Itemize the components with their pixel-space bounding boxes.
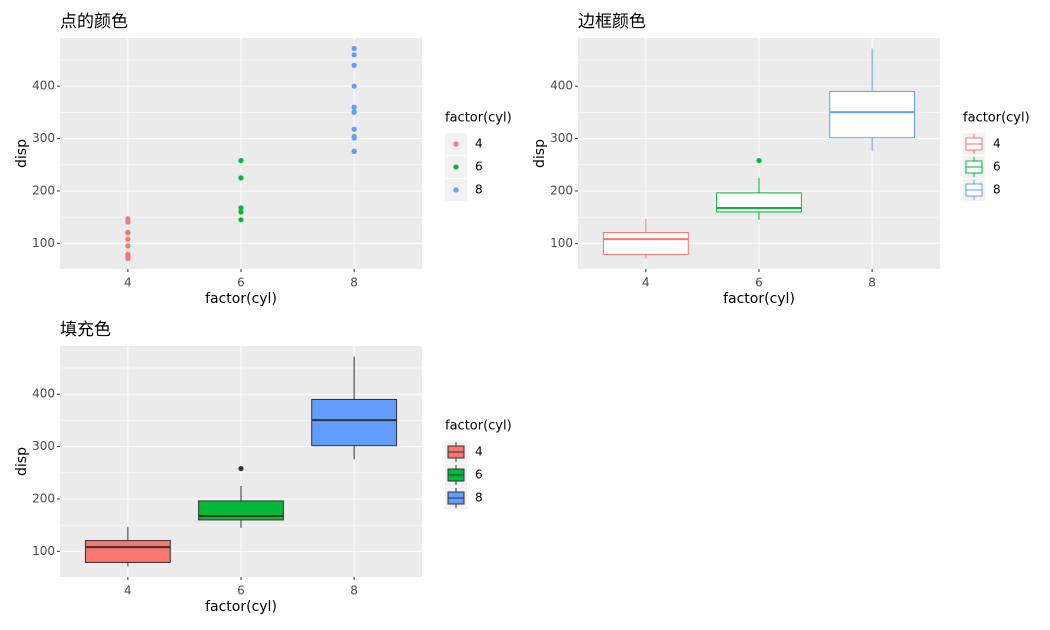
chart-title: 填充色 [60,320,111,340]
point [125,243,131,249]
panel: 边框颜色 100 200 300 400 4 6 8 factor(cyl) disp factor… [532,12,1030,307]
point [351,52,357,58]
box [84,540,171,563]
legend-title: factor(cyl) [963,111,1030,126]
point [351,148,357,154]
y-tick-label: 400 [550,79,573,93]
y-tick-label: 100 [550,236,573,250]
box [829,90,916,139]
point [351,109,357,115]
point [125,236,131,242]
box [602,232,689,255]
legend-label: 6 [993,160,1001,174]
legend-key [453,164,459,170]
point [238,175,244,181]
point [238,209,244,215]
legend-key [453,141,459,147]
outlier [756,157,762,164]
legend-label: 4 [475,445,483,459]
chart-title: 点的颜色 [60,12,128,32]
point [351,45,357,52]
outlier [238,465,244,472]
chart-title: 边框颜色 [578,12,646,32]
x-tick-label: 8 [350,276,358,290]
x-tick-label: 4 [124,584,132,598]
point [351,104,357,110]
point [125,229,131,235]
point [351,83,357,89]
y-axis-title: disp [14,139,30,168]
legend-label: 6 [475,468,483,482]
point [351,135,357,141]
y-tick-label: 200 [550,183,573,197]
panel: 点的颜色 100 200 300 400 4 6 8 factor(cyl) disp factor… [14,12,512,307]
x-tick-label: 4 [642,276,650,290]
y-tick-label: 100 [32,544,55,558]
x-tick-label: 6 [237,276,245,290]
x-tick-label: 4 [124,276,132,290]
legend-label: 8 [993,183,1001,197]
legend-title: factor(cyl) [445,111,512,126]
x-tick-label: 8 [868,276,876,290]
x-axis-title: factor(cyl) [205,291,277,307]
legend-label: 4 [993,137,1001,151]
y-tick-label: 300 [32,439,55,453]
y-tick-label: 400 [32,79,55,93]
y-axis-title: disp [14,447,30,476]
x-tick-label: 6 [237,584,245,598]
y-tick-label: 200 [32,183,55,197]
point [125,251,131,257]
legend-label: 6 [475,160,483,174]
legend-title: factor(cyl) [445,419,512,434]
point [238,157,244,164]
point [238,217,244,223]
box [311,398,398,447]
legend-label: 8 [475,491,483,505]
point [125,255,131,262]
panel: 填充色 100 200 300 400 4 6 8 factor(cyl) disp factor(… [14,320,512,615]
y-tick-label: 100 [32,236,55,250]
legend-label: 8 [475,183,483,197]
y-tick-label: 400 [32,387,55,401]
x-tick-label: 6 [755,276,763,290]
point [351,62,357,68]
box [198,500,284,521]
y-tick-label: 200 [32,491,55,505]
point [238,205,244,211]
y-tick-label: 300 [32,131,55,145]
x-tick-label: 8 [350,584,358,598]
legend-label: 4 [475,137,483,151]
point [351,126,357,132]
x-axis-title: factor(cyl) [723,291,795,307]
y-axis-title: disp [532,139,548,168]
point [125,219,131,225]
y-tick-label: 300 [550,131,573,145]
legend-key [453,187,459,193]
x-axis-title: factor(cyl) [205,599,277,615]
box [716,192,802,213]
